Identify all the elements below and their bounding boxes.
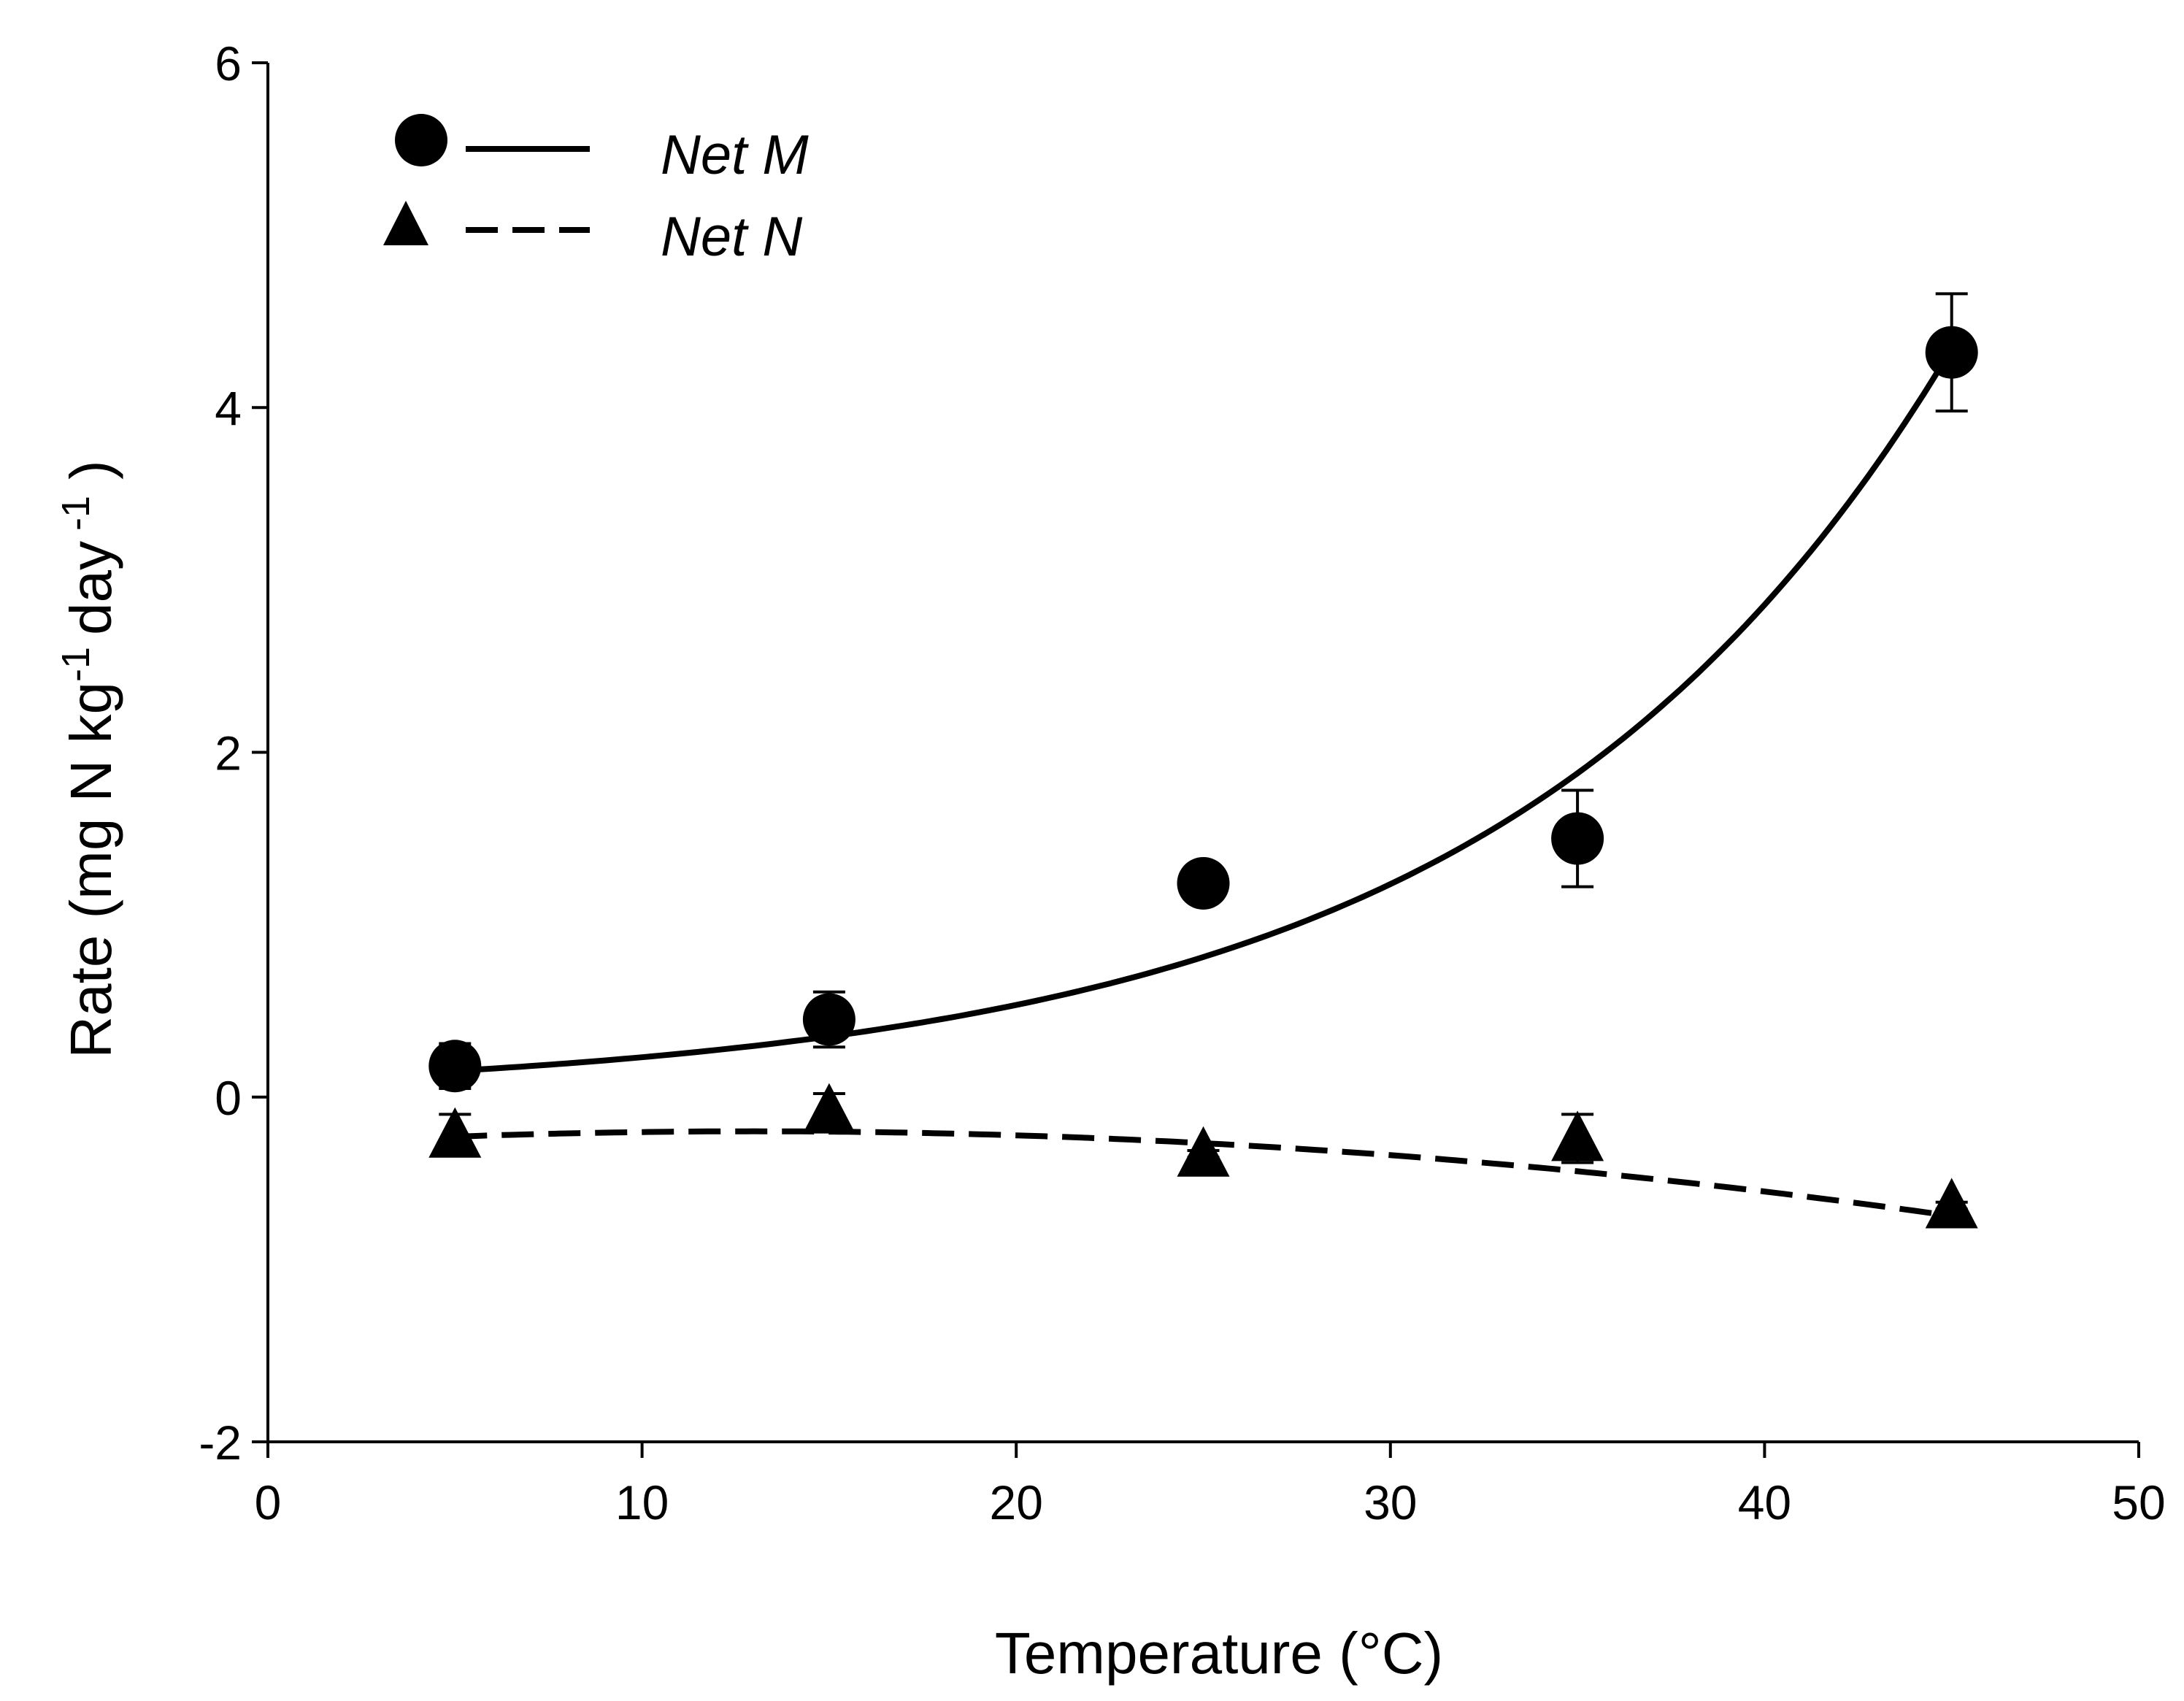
error-bars	[439, 292, 1968, 1211]
data-point-circle	[1177, 856, 1230, 910]
y-tick-label: 2	[215, 726, 242, 780]
data-markers	[428, 326, 1978, 1229]
y-axis-title-part1: Rate (mg N kg	[58, 682, 123, 1059]
x-tick-label: 30	[1364, 1475, 1417, 1529]
y-ticks: -2 0 2 4 6	[199, 37, 268, 1470]
fit-lines	[455, 347, 1955, 1219]
x-ticks: 0 10 20 30 40 50	[255, 1442, 2166, 1529]
data-point-triangle	[802, 1083, 855, 1134]
x-tick-label: 10	[615, 1475, 669, 1529]
x-tick-label: 40	[1738, 1475, 1791, 1529]
legend: Net M Net N	[383, 114, 809, 268]
data-point-circle	[1551, 812, 1604, 865]
y-tick-label: 4	[215, 381, 242, 435]
y-axis-title-sup2: -1	[54, 496, 98, 531]
data-point-triangle	[1925, 1178, 1978, 1229]
x-tick-label: 50	[2112, 1475, 2165, 1529]
data-point-triangle	[1551, 1110, 1604, 1161]
data-point-triangle	[1177, 1126, 1230, 1177]
data-point-circle	[802, 993, 855, 1046]
fit-line-net-m	[455, 347, 1955, 1074]
y-axis-title-sup1: -1	[54, 647, 98, 682]
x-tick-label: 0	[255, 1475, 282, 1529]
x-axis-title: Temperature (°C)	[995, 1621, 1443, 1686]
legend-label-net-m: Net M	[661, 124, 809, 186]
y-axis-title-part2: day	[58, 541, 123, 635]
y-tick-label: 6	[215, 37, 242, 91]
y-axis-title-part3: )	[58, 460, 123, 480]
y-tick-label: -2	[199, 1416, 242, 1470]
legend-label-net-n: Net N	[661, 206, 802, 268]
legend-triangle-marker	[383, 201, 428, 245]
x-tick-label: 20	[989, 1475, 1042, 1529]
data-point-circle	[428, 1040, 482, 1093]
y-axis-title: Rate (mg N kg-1day-1)	[54, 460, 123, 1058]
data-point-triangle	[428, 1107, 482, 1158]
data-point-circle	[1925, 326, 1978, 379]
axes	[266, 63, 2139, 1443]
legend-circle-marker	[395, 114, 447, 166]
y-tick-label: 0	[215, 1071, 242, 1125]
